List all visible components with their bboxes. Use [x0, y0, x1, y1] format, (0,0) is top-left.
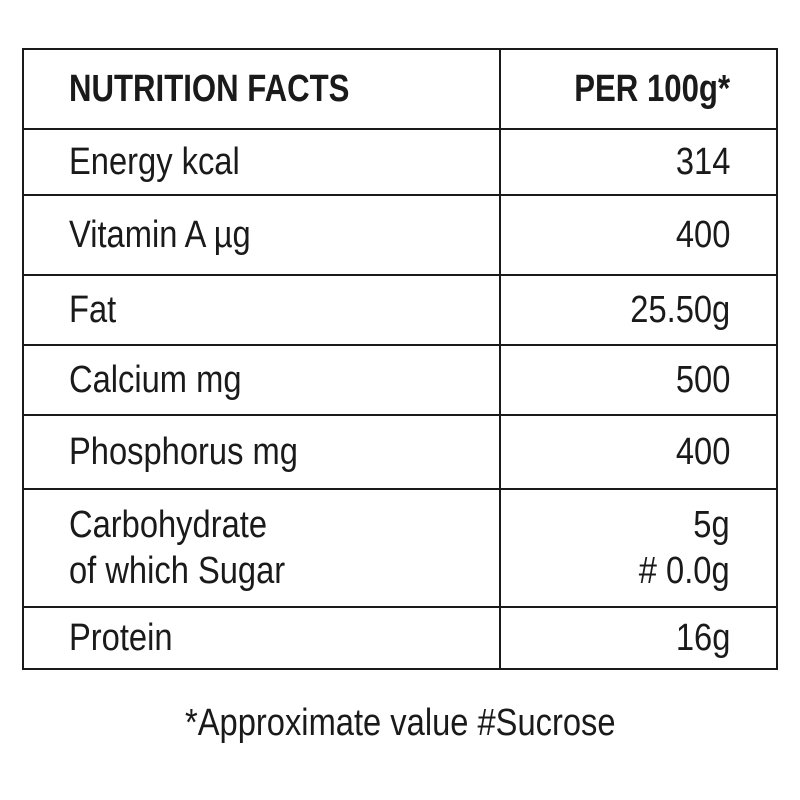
table-row: Fat 25.50g: [24, 276, 776, 346]
footnote-text: *Approximate value #Sucrose: [184, 702, 616, 744]
footnote: *Approximate value #Sucrose: [0, 700, 800, 746]
row-value: 400: [675, 431, 730, 473]
row-value: 25.50g: [630, 289, 730, 331]
row-label: Carbohydrate of which Sugar: [69, 490, 285, 606]
row-label: Vitamin A µg: [69, 214, 251, 256]
table-row: Calcium mg 500: [24, 346, 776, 416]
row-label: Energy kcal: [69, 141, 240, 183]
row-value: 500: [675, 359, 730, 401]
row-value: 16g: [675, 617, 730, 659]
row-label-line: of which Sugar: [69, 550, 286, 592]
row-label-line: Carbohydrate: [69, 504, 268, 546]
header-value: PER 100g*: [574, 68, 730, 110]
row-label: Phosphorus mg: [69, 431, 298, 473]
table-row: Energy kcal 314: [24, 130, 776, 196]
table-row: Carbohydrate of which Sugar 5g # 0.0g: [24, 490, 776, 608]
header-label: NUTRITION FACTS: [69, 68, 350, 110]
row-value-line: # 0.0g: [639, 550, 730, 592]
column-divider: [499, 50, 501, 668]
row-value: 314: [675, 141, 730, 183]
table-header-row: NUTRITION FACTS PER 100g*: [24, 50, 776, 130]
row-value: 5g # 0.0g: [639, 490, 730, 606]
row-label: Protein: [69, 617, 173, 659]
row-label: Calcium mg: [69, 359, 242, 401]
table-row: Phosphorus mg 400: [24, 416, 776, 490]
table-row: Protein 16g: [24, 608, 776, 668]
row-value-line: 5g: [693, 504, 730, 546]
table-row: Vitamin A µg 400: [24, 196, 776, 276]
row-label: Fat: [69, 289, 117, 331]
row-value: 400: [675, 214, 730, 256]
nutrition-facts-table: NUTRITION FACTS PER 100g* Energy kcal 31…: [22, 48, 778, 670]
